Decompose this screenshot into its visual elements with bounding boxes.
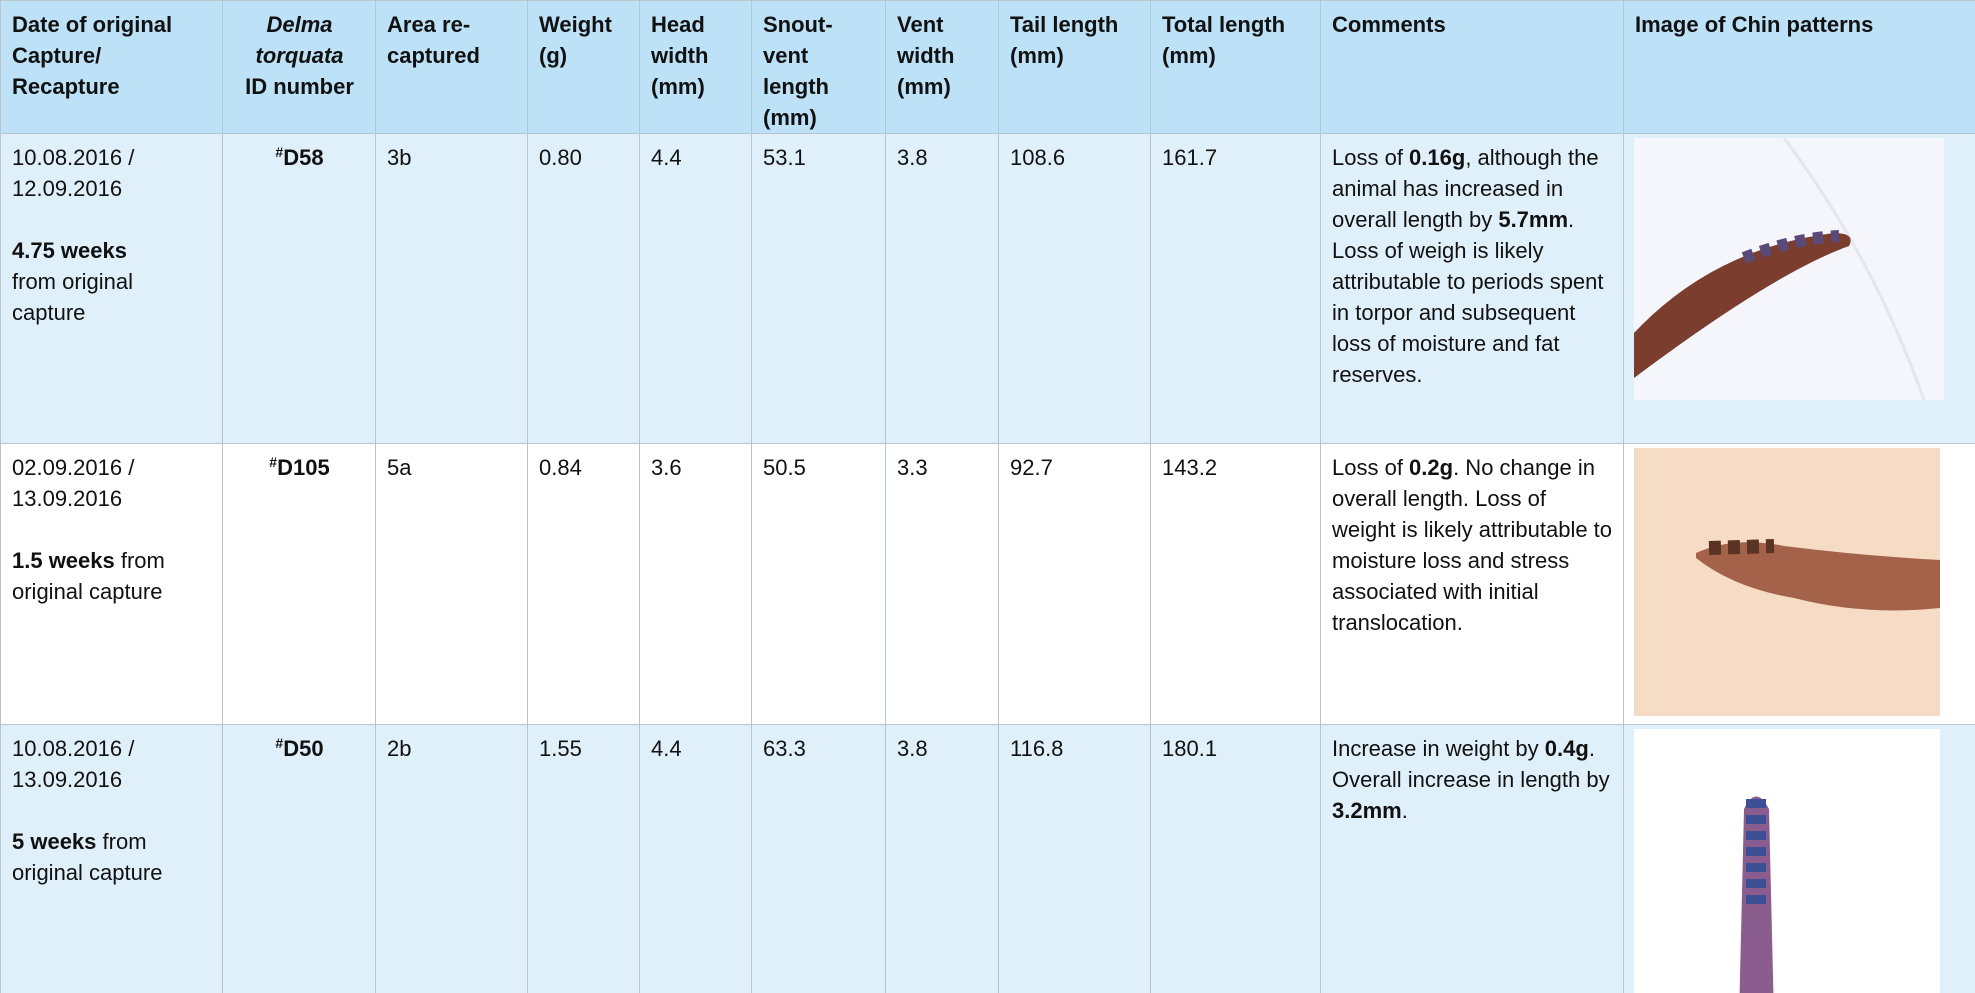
image-cell xyxy=(1624,725,1975,993)
capture: 02.09.2016 / xyxy=(12,455,134,480)
comment: Increase in weight by 0.4g. Overall incr… xyxy=(1321,725,1624,993)
id: D50 xyxy=(283,736,323,761)
comment-bold: 0.2g xyxy=(1409,455,1453,480)
duration: 1.5 weeks xyxy=(12,548,115,573)
page: Date of original Capture/ Recapture Delm… xyxy=(0,0,1975,993)
data-row: 10.08.2016 / 12.09.2016 4.75 weeks from ori… xyxy=(1,134,1975,444)
header-species: Delma torquata xyxy=(256,12,344,68)
chin-image xyxy=(1634,448,1940,716)
id: D105 xyxy=(277,455,330,480)
tail-length: 92.7 xyxy=(999,444,1151,725)
duration-text: from original capture xyxy=(12,269,133,325)
header-cell: Total length (mm) xyxy=(1151,1,1321,134)
id: D58 xyxy=(283,145,323,170)
header-cell: Date of original Capture/ Recapture xyxy=(1,1,223,134)
total-length: 180.1 xyxy=(1151,725,1321,993)
date-cell: 10.08.2016 / 12.09.2016 4.75 weeks from ori… xyxy=(1,134,223,444)
snout-vent: 53.1 xyxy=(752,134,886,444)
header-cell: Weight (g) xyxy=(528,1,640,134)
area: 3b xyxy=(376,134,528,444)
area: 5a xyxy=(376,444,528,725)
head-width: 4.4 xyxy=(640,134,752,444)
capture: 10.08.2016 / xyxy=(12,145,134,170)
header-cell: Snout-vent length (mm) xyxy=(752,1,886,134)
comment-bold: 0.4g xyxy=(1545,736,1589,761)
snout-vent: 63.3 xyxy=(752,725,886,993)
comment-text: . xyxy=(1402,798,1408,823)
header-cell: Head width (mm) xyxy=(640,1,752,134)
comment-text: Loss of xyxy=(1332,145,1409,170)
area: 2b xyxy=(376,725,528,993)
header-cell: Comments xyxy=(1321,1,1624,134)
total-length: 161.7 xyxy=(1151,134,1321,444)
id-cell: #D58 xyxy=(223,134,376,444)
comment-text: Increase in weight by xyxy=(1332,736,1545,761)
comment-text: . Loss of weigh is likely attributable t… xyxy=(1332,207,1604,387)
comment-bold: 0.16g xyxy=(1409,145,1465,170)
tail-length: 116.8 xyxy=(999,725,1151,993)
weight: 0.80 xyxy=(528,134,640,444)
data-table: Date of original Capture/ Recapture Delm… xyxy=(0,0,1975,993)
id-prefix: # xyxy=(269,454,277,470)
comment-text: Loss of xyxy=(1332,455,1409,480)
chin-image xyxy=(1634,729,1940,993)
comment-text: . No change in overall length. Loss of w… xyxy=(1332,455,1612,635)
snout-vent: 50.5 xyxy=(752,444,886,725)
recapture: 13.09.2016 xyxy=(12,767,122,792)
head-width: 3.6 xyxy=(640,444,752,725)
comment-bold: 3.2mm xyxy=(1332,798,1402,823)
header-cell: Area re-captured xyxy=(376,1,528,134)
duration: 5 weeks xyxy=(12,829,96,854)
header-row: Date of original Capture/ Recapture Delm… xyxy=(1,1,1975,134)
header-id: ID number xyxy=(245,74,354,99)
comment: Loss of 0.16g, although the animal has i… xyxy=(1321,134,1624,444)
comment-bold: 5.7mm xyxy=(1498,207,1568,232)
image-cell xyxy=(1624,444,1975,725)
header-cell: Delma torquata ID number xyxy=(223,1,376,134)
duration: 4.75 weeks xyxy=(12,238,127,263)
header-cell: Image of Chin patterns xyxy=(1624,1,1975,134)
recapture: 13.09.2016 xyxy=(12,486,122,511)
vent-width: 3.8 xyxy=(886,725,999,993)
capture: 10.08.2016 / xyxy=(12,736,134,761)
id-cell: #D105 xyxy=(223,444,376,725)
header-cell: Tail length (mm) xyxy=(999,1,1151,134)
weight: 1.55 xyxy=(528,725,640,993)
vent-width: 3.3 xyxy=(886,444,999,725)
vent-width: 3.8 xyxy=(886,134,999,444)
weight: 0.84 xyxy=(528,444,640,725)
image-cell xyxy=(1624,134,1975,444)
comment: Loss of 0.2g. No change in overall lengt… xyxy=(1321,444,1624,725)
id-cell: #D50 xyxy=(223,725,376,993)
total-length: 143.2 xyxy=(1151,444,1321,725)
header-cell: Vent width (mm) xyxy=(886,1,999,134)
tail-length: 108.6 xyxy=(999,134,1151,444)
chin-image xyxy=(1634,138,1944,400)
head-width: 4.4 xyxy=(640,725,752,993)
recapture: 12.09.2016 xyxy=(12,176,122,201)
